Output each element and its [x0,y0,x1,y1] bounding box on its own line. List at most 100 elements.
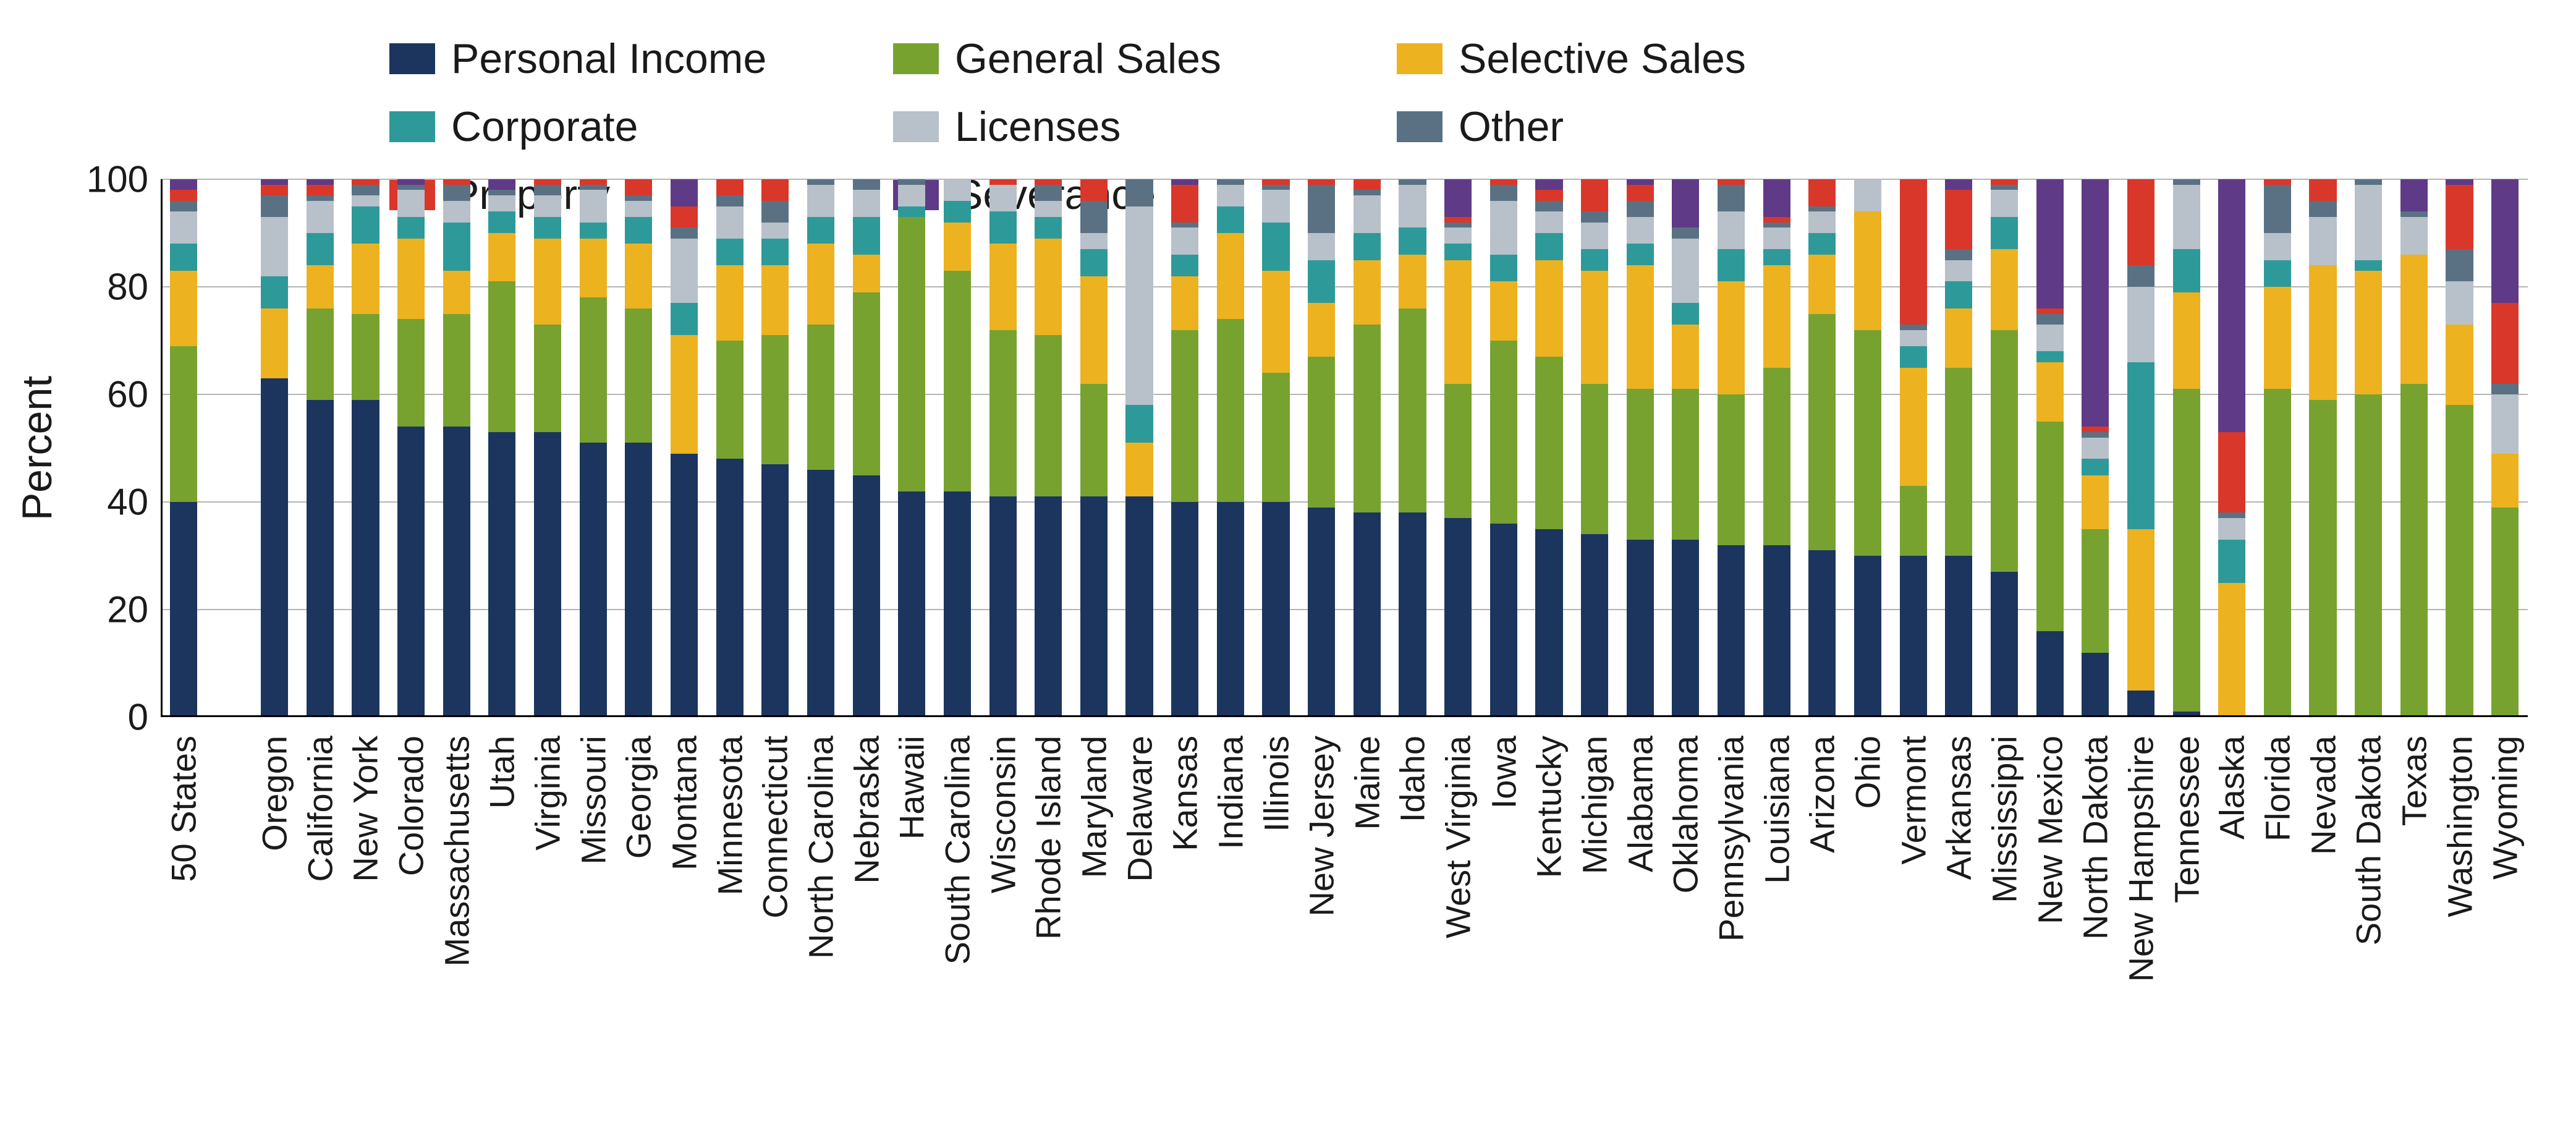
legend-label: Corporate [451,103,638,151]
x-tick-label: Tennessee [2166,736,2206,903]
bar-segment-selective-sales [1900,368,1927,486]
bar-segment-general-sales [352,314,379,400]
x-tick-label: Hawaii [892,736,932,840]
bar-group [2355,179,2382,717]
bar-segment-severance [1627,179,1654,185]
x-tick-label: North Dakota [2075,736,2116,940]
bar-segment-property [2036,308,2064,314]
bar-segment-property [1900,179,1927,325]
bar-segment-licenses [1718,211,1745,249]
bar-segment-selective-sales [2446,325,2473,406]
legend-label: Selective Sales [1459,35,1746,83]
bar-segment-general-sales [807,325,834,470]
bar-segment-licenses [944,179,971,201]
bar-segment-property [2309,179,2336,201]
x-tick-label: Maine [1347,736,1387,830]
x-axis-line [161,715,2528,717]
bar-segment-selective-sales [1080,276,1108,384]
bar-group [1262,179,1289,717]
bar-segment-selective-sales [1262,271,1289,373]
bar-segment-personal-income [1399,512,1426,717]
x-tick-label: Idaho [1392,736,1433,822]
bar-segment-other [1125,179,1153,206]
legend-item-other: Other [1397,93,1876,161]
bar-segment-property [1444,217,1472,223]
bar-segment-personal-income [443,427,470,717]
x-tick-label: Texas [2394,736,2434,826]
bar-segment-corporate [761,239,789,266]
bar-segment-general-sales [989,330,1017,497]
bar-segment-corporate [1080,249,1108,276]
bar-segment-selective-sales [1035,239,1062,336]
x-tick-label: Colorado [391,736,431,876]
bar-segment-other [1354,190,1381,195]
bar-segment-property [1808,179,1836,206]
legend-swatch-licenses [893,111,939,142]
bar-segment-selective-sales [1718,281,1745,394]
x-tick-label: Alabama [1620,736,1660,872]
bar-segment-other [397,185,425,190]
bar-segment-severance [261,179,288,185]
bar-segment-property [1763,217,1790,223]
bar-segment-general-sales [898,217,925,491]
bar-segment-corporate [1718,249,1745,281]
bar-group [1308,179,1335,717]
bar-segment-personal-income [352,400,379,717]
x-tick-label: Maryland [1074,736,1114,878]
bar-segment-other [170,201,197,211]
bar-group [1763,179,1790,717]
bar-segment-personal-income [807,470,834,717]
bar-segment-personal-income [534,432,561,717]
bar-segment-corporate [1763,249,1790,265]
bar-segment-general-sales [1490,341,1517,524]
bar-segment-general-sales [625,308,652,443]
bar-segment-licenses [2218,518,2245,540]
bar-segment-property [1627,185,1654,201]
bar-segment-general-sales [1672,389,1699,540]
bar-segment-selective-sales [1763,265,1790,367]
x-tick-label: Wisconsin [983,736,1023,893]
bar-segment-corporate [2218,540,2245,583]
bar-segment-selective-sales [2355,271,2382,394]
bar-segment-personal-income [716,459,744,717]
bar-segment-other [1308,185,1335,233]
bar-segment-licenses [853,190,880,217]
bar-segment-selective-sales [1171,276,1198,330]
bar-segment-property [352,179,379,185]
bar-segment-other [1535,201,1562,211]
bar-segment-personal-income [989,496,1017,717]
bar-segment-licenses [1171,227,1198,255]
bar-group [1217,179,1244,717]
bar-segment-personal-income [1490,524,1517,717]
bar-group [2173,179,2200,717]
bar-segment-general-sales [443,314,470,427]
bar-segment-corporate [1808,233,1836,255]
bar-segment-personal-income [761,464,789,717]
legend-item-selective-sales: Selective Sales [1397,25,1876,93]
bar-segment-corporate [1262,223,1289,271]
bar-segment-licenses [989,185,1017,212]
bar-segment-corporate [2355,260,2382,271]
bar-segment-selective-sales [2036,362,2064,422]
bar-segment-property [1581,179,1608,211]
x-tick-label: Indiana [1210,736,1250,849]
bar-segment-personal-income [1763,545,1790,717]
legend-item-general-sales: General Sales [893,25,1372,93]
bar-segment-selective-sales [1581,271,1608,384]
legend-item-corporate: Corporate [389,93,868,161]
bar-segment-corporate [170,244,197,271]
bar-group [488,179,515,717]
legend-swatch-other [1397,111,1443,142]
bar-segment-general-sales [944,271,971,491]
legend-label: General Sales [955,35,1221,83]
bar-segment-property [2082,427,2109,432]
bar-segment-other [1808,206,1836,212]
bar-segment-property [1718,179,1745,185]
bar-segment-corporate [1945,281,1972,308]
bar-segment-corporate [352,206,379,244]
bar-segment-general-sales [1900,486,1927,556]
bar-group [2446,179,2473,717]
bar-segment-licenses [807,185,834,217]
legend-item-licenses: Licenses [893,93,1372,161]
bar-group [1627,179,1654,717]
